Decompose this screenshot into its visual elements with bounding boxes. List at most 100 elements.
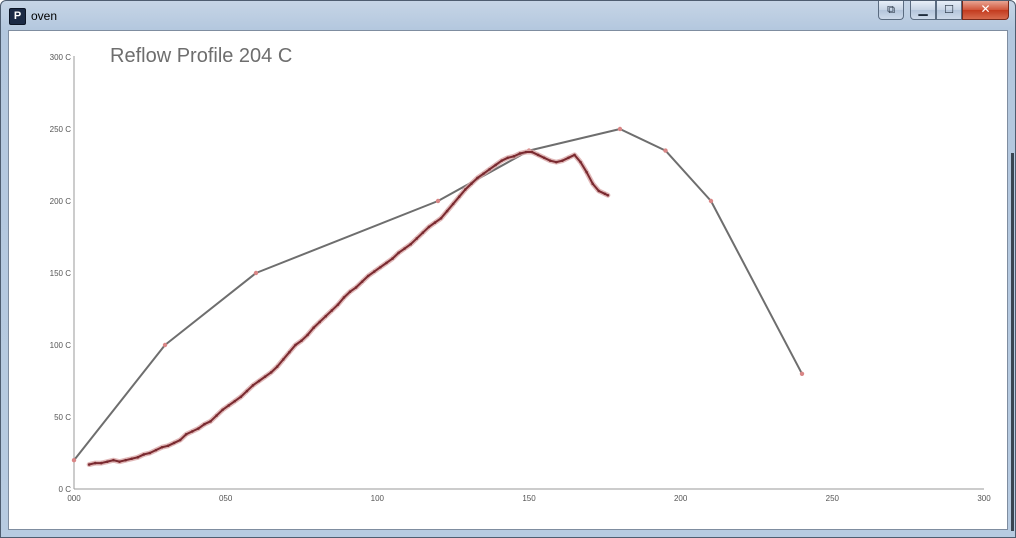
measured-temperature-point: [500, 159, 504, 162]
measured-temperature-point: [239, 395, 243, 399]
x-tick-label: 200: [674, 494, 688, 503]
target-profile-point: [799, 371, 805, 376]
measured-temperature-point: [488, 168, 491, 171]
measured-temperature-point: [257, 379, 261, 383]
y-tick-label: 150 C: [50, 269, 72, 278]
y-tick-label: 0 C: [59, 485, 72, 494]
x-tick-label: 300: [977, 494, 991, 503]
measured-temperature-point: [221, 408, 224, 412]
target-profile-point: [663, 148, 668, 153]
measured-temperature-point: [124, 458, 127, 462]
measured-temperature-point: [154, 448, 158, 452]
measured-temperature-point: [585, 170, 588, 174]
measured-temperature-point: [142, 453, 146, 456]
minimize-button[interactable]: ▁: [910, 1, 936, 20]
measured-temperature-point: [397, 251, 400, 255]
measured-temperature-point: [288, 350, 291, 354]
series-layer: [71, 126, 805, 468]
measured-temperature-point: [579, 160, 582, 164]
overlay-button[interactable]: ⧉: [878, 1, 904, 20]
processing-p-icon[interactable]: P: [9, 8, 26, 25]
measured-temperature-point: [324, 314, 328, 318]
measured-temperature-point: [306, 333, 309, 337]
measured-temperature-point: [354, 286, 358, 289]
x-tick-label: 000: [67, 494, 81, 503]
x-tick-label: 150: [522, 494, 536, 503]
measured-temperature-point: [160, 445, 164, 449]
y-tick-labels: 0 C 50 C 100 C 150 C 200 C 250 C 300 C: [50, 53, 72, 494]
resize-edge[interactable]: [1011, 153, 1014, 531]
target-profile-point: [617, 126, 623, 132]
maximize-icon: ☐: [944, 3, 954, 16]
minimize-icon: ▁: [918, 2, 928, 16]
measured-temperature-point: [464, 188, 467, 191]
measured-temperature-point: [421, 231, 425, 234]
measured-temperature-point: [166, 444, 170, 448]
measured-temperature-point: [457, 195, 461, 198]
maximize-button[interactable]: ☐: [936, 1, 962, 20]
chart-title: Reflow Profile 204 C: [110, 45, 292, 67]
measured-temperature-point: [130, 457, 133, 461]
measured-temperature-point: [567, 156, 570, 160]
measured-temperature-point: [427, 225, 431, 229]
reflow-chart: Reflow Profile 204 C 000 050 100 150 200 250 3…: [50, 45, 992, 503]
measured-temperature-point: [227, 404, 230, 407]
close-icon: ✕: [980, 2, 991, 16]
measured-temperature-point: [312, 326, 315, 330]
measured-temperature-point: [542, 156, 546, 160]
measured-temperature-point: [87, 463, 91, 466]
measured-temperature-point: [348, 290, 352, 294]
measured-temperature-point: [597, 189, 601, 193]
measured-temperature-point: [263, 375, 267, 378]
measured-temperature-point: [476, 176, 479, 180]
x-tick-label: 100: [371, 494, 385, 503]
measured-temperature-point: [409, 242, 413, 246]
y-tick-label: 300 C: [50, 53, 72, 62]
close-button[interactable]: ✕: [962, 1, 1009, 20]
measured-temperature-point: [136, 456, 139, 459]
y-tick-label: 250 C: [50, 125, 72, 134]
x-tick-labels: 000 050 100 150 200 250 300: [67, 494, 991, 503]
measured-temperature-point: [178, 438, 182, 442]
measured-temperature-point: [342, 296, 346, 299]
measured-temperature-point: [112, 458, 115, 462]
measured-temperature-point: [415, 237, 419, 240]
measured-temperature-point: [445, 209, 449, 213]
measured-temperature-point: [482, 172, 485, 175]
measured-temperature-point: [494, 163, 497, 167]
measured-temperature-point: [184, 432, 188, 436]
sketch-canvas-area: Reflow Profile 204 C 000 050 100 150 200 250 3…: [8, 30, 1008, 530]
measured-temperature-point: [591, 182, 594, 186]
measured-temperature-point: [191, 430, 194, 433]
measured-temperature-point: [366, 274, 370, 278]
measured-temperature-point: [106, 460, 109, 463]
target-profile-point: [71, 458, 77, 463]
measured-temperature-point: [385, 261, 388, 265]
window-title: oven: [31, 9, 58, 23]
measured-temperature-point: [573, 153, 576, 157]
measured-temperature-point: [451, 202, 455, 206]
measured-temperature-line: [88, 151, 609, 466]
measured-temperature-point: [197, 427, 200, 430]
x-tick-label: 050: [219, 494, 233, 503]
target-profile-point: [162, 342, 168, 348]
measured-temperature-point: [172, 441, 176, 445]
overlay-icon: ⧉: [887, 3, 895, 16]
measured-temperature-point: [512, 155, 516, 158]
measured-temperature-point: [93, 461, 97, 465]
measured-temperature-point: [233, 399, 237, 403]
title-bar[interactable]: P oven ⧉ ▁ ☐ ✕: [1, 1, 1015, 29]
measured-temperature-point: [294, 343, 297, 347]
measured-temperature-point: [215, 414, 218, 417]
measured-temperature-point: [606, 193, 610, 197]
measured-temperature-point: [536, 153, 540, 157]
measured-temperature-point: [561, 159, 564, 162]
measured-temperature-point: [524, 150, 528, 154]
measured-temperature-point: [555, 160, 558, 164]
measured-temperature-point: [530, 150, 534, 154]
measured-temperature-point: [379, 265, 382, 269]
measured-temperature-point: [100, 461, 103, 465]
measured-temperature-point: [603, 192, 607, 196]
measured-temperature-point: [330, 309, 334, 312]
